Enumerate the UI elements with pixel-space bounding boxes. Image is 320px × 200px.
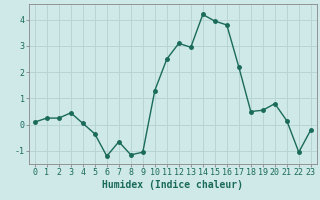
X-axis label: Humidex (Indice chaleur): Humidex (Indice chaleur) <box>102 180 243 190</box>
